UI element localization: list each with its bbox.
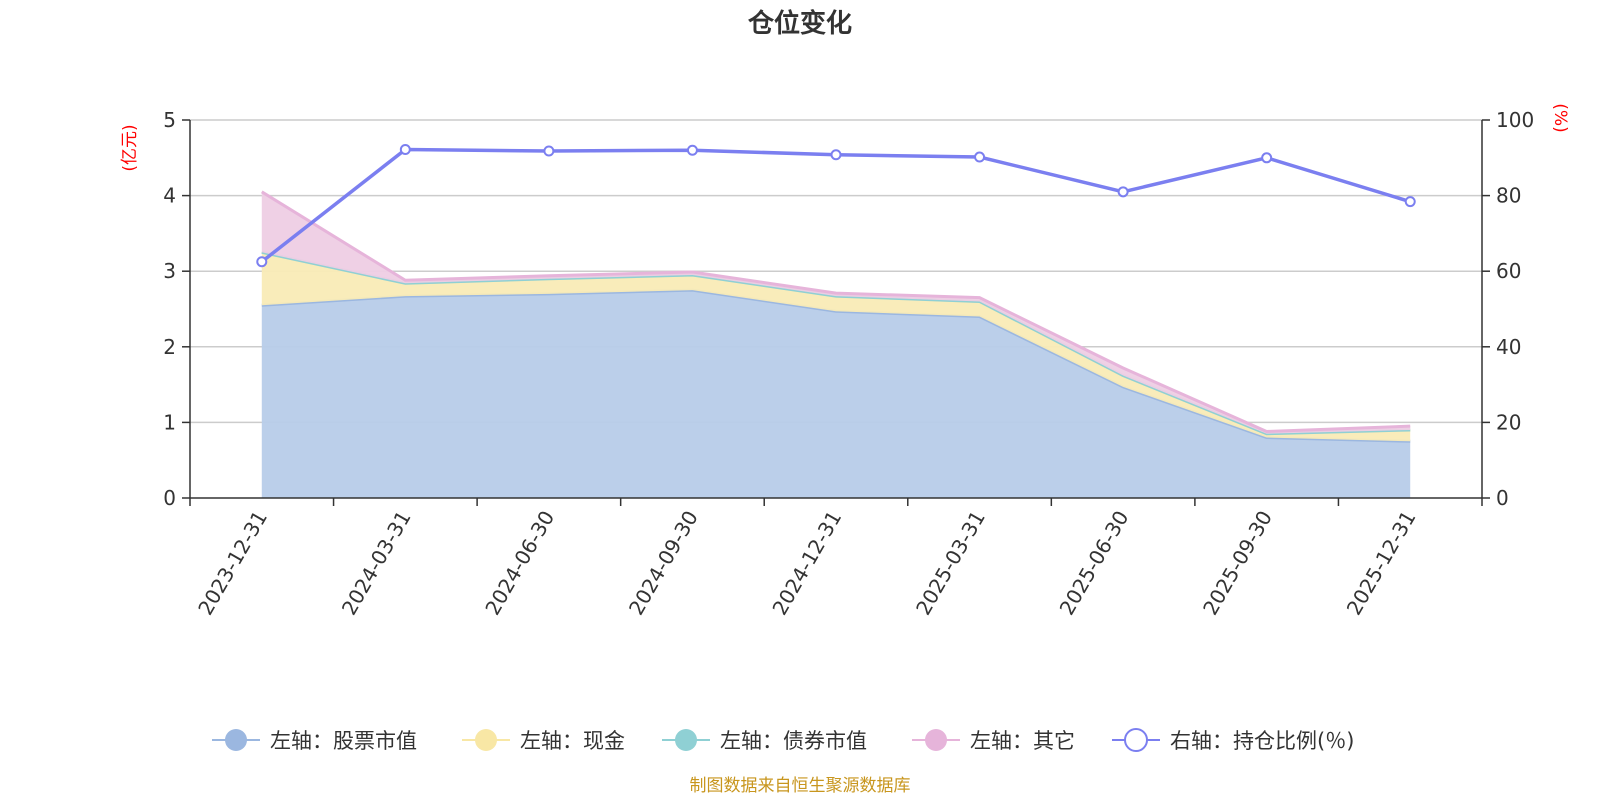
holding-ratio-point — [974, 151, 986, 163]
area-fill — [261, 191, 1411, 434]
holding-ratio-point — [256, 256, 268, 268]
x-tick-label: 2024-12-31 — [767, 507, 846, 620]
right-tick-label: 0 — [1496, 486, 1509, 510]
legend-marker — [925, 729, 947, 751]
legend-label: 左轴：其它 — [970, 729, 1075, 753]
legend-marker — [475, 729, 497, 751]
area-edge-line — [260, 190, 1411, 433]
left-tick-label: 1 — [163, 410, 176, 434]
right-tick-label: 100 — [1496, 108, 1534, 132]
legend-label: 左轴：股票市值 — [270, 729, 417, 753]
holding-ratio-path — [260, 147, 1411, 264]
x-tick-label: 2023-12-31 — [193, 507, 272, 620]
data-source: 制图数据来自恒生聚源数据库 — [690, 776, 911, 796]
legend: 左轴：股票市值 左轴：现金 左轴：债券市值 左轴：其它 右轴：持仓比例(％) — [212, 728, 1354, 753]
x-tick-label: 2025-03-31 — [911, 507, 990, 620]
right-tick-label: 40 — [1496, 335, 1521, 359]
area-fill — [261, 290, 1411, 498]
right-axis-unit: (%) — [1550, 103, 1570, 132]
holding-ratio-point — [543, 145, 555, 157]
left-tick-label: 5 — [163, 108, 176, 132]
left-tick-label: 3 — [163, 259, 176, 283]
right-tick-label: 60 — [1496, 259, 1521, 283]
holding-ratio-point — [830, 149, 842, 161]
x-tick-label: 2025-09-30 — [1198, 507, 1277, 620]
holding-ratio-point — [1117, 186, 1129, 198]
holding-ratio-point — [1261, 152, 1273, 164]
holding-ratio-point — [399, 143, 411, 155]
left-tick-label: 2 — [163, 335, 176, 359]
legend-label: 左轴：债券市值 — [720, 729, 867, 753]
x-tick-label: 2024-03-31 — [337, 507, 416, 620]
legend-marker — [675, 729, 697, 751]
left-tick-label: 0 — [163, 486, 176, 510]
chart-title: 仓位变化 — [747, 8, 852, 39]
legend-label: 右轴：持仓比例(％) — [1170, 729, 1354, 753]
x-tick-label: 2025-06-30 — [1055, 507, 1134, 620]
right-tick-label: 20 — [1496, 410, 1521, 434]
holding-ratio-point — [1404, 196, 1416, 208]
legend-marker — [1124, 728, 1148, 752]
legend-label: 左轴：现金 — [520, 729, 625, 753]
x-tick-label: 2024-06-30 — [480, 507, 559, 620]
legend-marker — [225, 729, 247, 751]
holding-ratio-point — [686, 144, 698, 156]
left-axis-unit: (亿元) — [120, 124, 140, 171]
x-tick-label: 2024-09-30 — [624, 507, 703, 620]
left-tick-label: 4 — [163, 184, 176, 208]
holding-ratio-line — [256, 143, 1416, 268]
right-tick-label: 80 — [1496, 184, 1521, 208]
x-tick-label: 2025-12-31 — [1342, 507, 1421, 620]
stacked-areas — [260, 190, 1411, 498]
